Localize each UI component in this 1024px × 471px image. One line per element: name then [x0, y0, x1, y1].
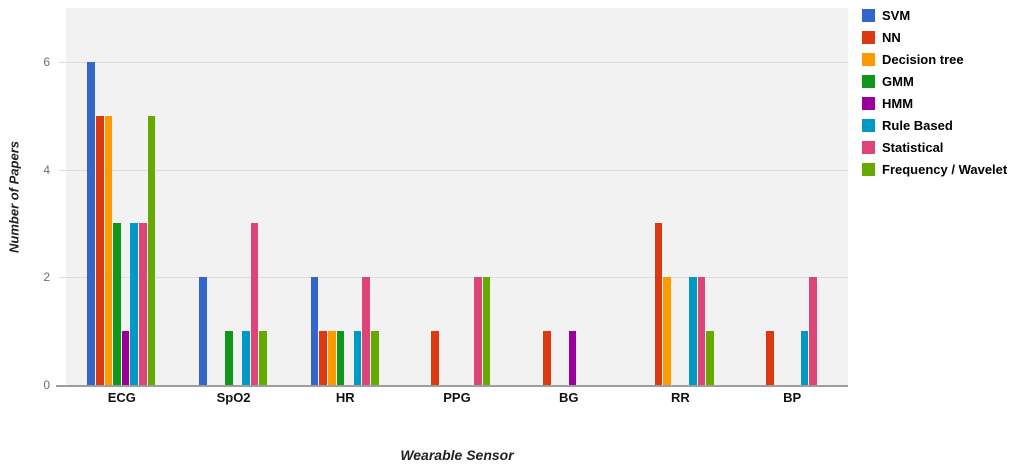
x-category-label-hr: HR: [335, 390, 355, 405]
legend: SVM NN Decision tree GMM HMM Rule Based Statis…: [862, 8, 1007, 184]
legend-label: SVM: [882, 7, 911, 23]
legend-label: Decision tree: [882, 51, 964, 67]
bar-statistical-ecg: [139, 223, 147, 385]
x-category-label-ecg: ECG: [107, 390, 136, 405]
bar-svm-spo2: [199, 277, 207, 385]
bar-hmm-bg: [568, 331, 577, 385]
bar-statistical-bp: [809, 277, 817, 385]
y-tick-label-6: 6: [43, 54, 50, 69]
x-category-label-rr: RR: [671, 390, 690, 405]
x-category-label-spo2: SpO2: [216, 390, 251, 405]
bar-frequency-wavelet-spo2: [259, 331, 267, 385]
y-axis-title: Number of Papers: [6, 141, 22, 253]
bar-rule-based-ecg: [130, 223, 139, 385]
legend-item-gmm: GMM: [862, 73, 1007, 89]
legend-item-rule-based: Rule Based: [862, 117, 1007, 133]
legend-swatch-icon: [862, 140, 875, 154]
plot-area: [56, 8, 848, 387]
bar-decision-tree-ecg: [104, 115, 113, 385]
legend-item-hmm: HMM: [862, 95, 1007, 111]
legend-swatch-icon: [862, 30, 875, 44]
bar-rule-based-hr: [353, 331, 362, 385]
y-tick-label-2: 2: [43, 270, 50, 285]
bar-nn-bp: [766, 331, 774, 385]
bar-nn-ecg: [96, 115, 104, 385]
legend-item-frequency-wavelet: Frequency / Wavelet: [862, 161, 1008, 177]
x-category-label-bp: BP: [783, 390, 802, 405]
legend-label: GMM: [882, 73, 914, 89]
legend-label: NN: [882, 29, 901, 45]
legend-swatch-icon: [862, 162, 875, 176]
x-axis-title: Wearable Sensor: [400, 447, 514, 463]
x-category-label-bg: BG: [558, 390, 579, 405]
bar-rule-based-rr: [689, 277, 697, 385]
bar-nn-ppg: [431, 331, 439, 385]
y-tick-label-0: 0: [43, 378, 50, 392]
legend-item-decision-tree: Decision tree: [862, 51, 1007, 67]
legend-swatch-icon: [862, 74, 875, 88]
bar-frequency-wavelet-hr: [371, 331, 379, 385]
bar-rule-based-spo2: [242, 331, 250, 385]
bar-nn-rr: [654, 223, 663, 385]
bar-rule-based-bp: [800, 331, 809, 385]
bar-gmm-spo2: [224, 331, 233, 385]
bar-statistical-ppg: [474, 277, 482, 385]
legend-item-svm: SVM: [862, 7, 1007, 23]
gridline-2: [59, 277, 848, 279]
legend-swatch-icon: [862, 52, 875, 66]
bar-svm-ecg: [87, 61, 96, 385]
gridline-4: [59, 169, 848, 171]
bar-frequency-wavelet-rr: [706, 331, 714, 385]
legend-label: HMM: [882, 95, 914, 111]
legend-swatch-icon: [862, 8, 875, 22]
y-tick-label-4: 4: [43, 162, 50, 177]
gridline-6: [59, 61, 848, 63]
bar-gmm-ecg: [113, 223, 121, 385]
legend-swatch-icon: [862, 118, 875, 132]
legend-label: Rule Based: [882, 117, 953, 133]
bar-frequency-wavelet-ecg: [147, 115, 156, 385]
legend-swatch-icon: [862, 96, 875, 110]
bar-gmm-hr: [336, 331, 345, 385]
bar-decision-tree-hr: [328, 331, 336, 385]
bar-decision-tree-rr: [663, 277, 671, 385]
x-axis-baseline: [56, 385, 848, 387]
legend-label: Statistical: [882, 139, 944, 155]
bar-statistical-spo2: [250, 223, 259, 385]
legend-label: Frequency / Wavelet: [882, 161, 1008, 177]
bar-svm-hr: [310, 277, 319, 385]
bar-frequency-wavelet-ppg: [482, 277, 491, 385]
x-category-label-ppg: PPG: [443, 390, 471, 405]
bar-statistical-rr: [697, 277, 706, 385]
bar-nn-hr: [319, 331, 328, 385]
bar-nn-bg: [542, 331, 551, 385]
legend-item-statistical: Statistical: [862, 139, 1007, 155]
bar-hmm-ecg: [121, 331, 130, 385]
bar-statistical-hr: [362, 277, 371, 385]
legend-item-nn: NN: [862, 29, 1007, 45]
